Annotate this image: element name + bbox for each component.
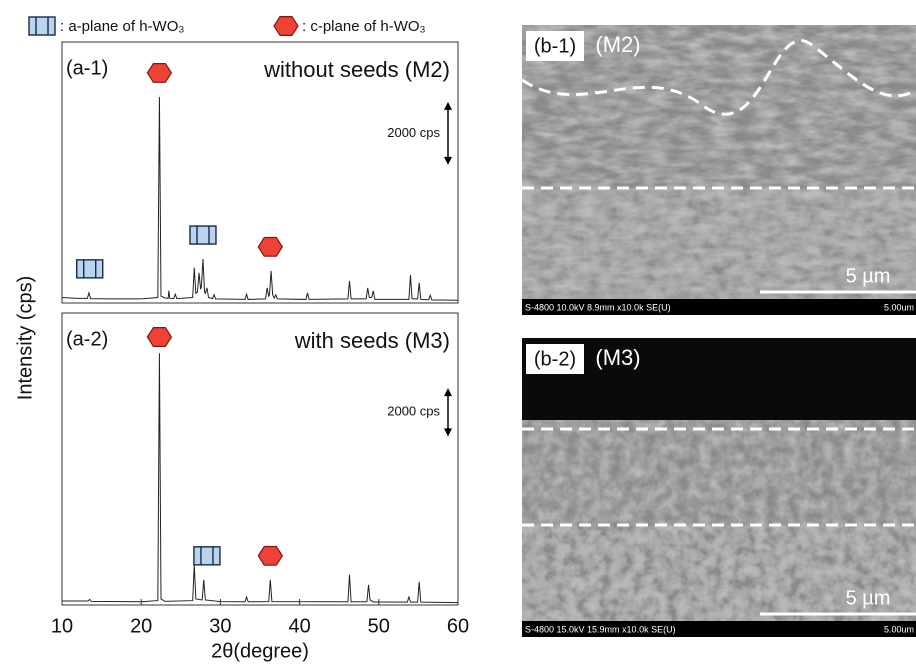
a-plane-marker <box>194 547 220 565</box>
x-tick-label: 30 <box>209 615 231 637</box>
plot-frame <box>62 313 458 605</box>
x-tick-label: 20 <box>130 615 152 637</box>
c-plane-marker <box>258 547 282 566</box>
legend-label: : a-plane of h-WO₃ <box>60 18 185 35</box>
image-label: (b-2) <box>534 348 576 370</box>
figure: Intensity (cps) 2θ(degree) : a-plane of … <box>0 0 916 668</box>
a-plane-box <box>194 547 220 565</box>
x-tick-label: 60 <box>447 615 469 637</box>
image-label: (b-1) <box>534 35 576 57</box>
a-plane-marker <box>29 17 55 35</box>
scale-arrow <box>444 428 452 436</box>
scale-text: 5 µm <box>846 265 891 287</box>
panel-title: (a-2) <box>66 328 108 350</box>
x-tick-label: 40 <box>288 615 310 637</box>
x-tick-label: 10 <box>51 615 73 637</box>
sem-image: (b-2) (M3) 5 µm S-4800 15.0kV 15.9mm x10.0k… <box>522 338 916 637</box>
a-plane-box <box>190 226 216 244</box>
y-axis-label: Intensity (cps) <box>14 276 36 400</box>
c-plane-marker <box>258 238 282 257</box>
scale-label: 2000 cps <box>387 404 440 419</box>
x-axis-label: 2θ(degree) <box>211 640 309 662</box>
a-plane-marker <box>190 226 216 244</box>
xrd-line <box>62 353 458 602</box>
scale-text: 5 µm <box>846 587 891 609</box>
panel-title: (a-1) <box>66 57 108 79</box>
c-plane-marker <box>147 328 171 347</box>
info-scale: 5.00um <box>884 624 914 634</box>
c-plane-marker <box>147 64 171 83</box>
a-plane-marker <box>77 260 103 278</box>
scale-arrow <box>444 157 452 165</box>
sample-label: (M3) <box>595 345 640 370</box>
panel-annotation: without seeds (M2) <box>263 57 450 82</box>
panel-annotation: with seeds (M3) <box>294 328 450 353</box>
scale-arrow <box>444 388 452 396</box>
scale-label: 2000 cps <box>387 125 440 140</box>
a-plane-box <box>29 17 55 35</box>
info-text: S-4800 10.0kV 8.9mm x10.0k SE(U) <box>525 302 671 312</box>
info-scale: 5.00um <box>884 302 914 312</box>
scale-arrow <box>444 102 452 110</box>
x-tick-label: 50 <box>368 615 390 637</box>
info-text: S-4800 15.0kV 15.9mm x10.0k SE(U) <box>525 624 676 634</box>
a-plane-box <box>77 260 103 278</box>
legend-label: : c-plane of h-WO₃ <box>302 18 426 35</box>
c-plane-marker <box>274 17 298 36</box>
sem-image: (b-1) (M2) 5 µm S-4800 10.0kV 8.9mm x10.0k … <box>522 25 916 315</box>
sample-label: (M2) <box>595 32 640 57</box>
